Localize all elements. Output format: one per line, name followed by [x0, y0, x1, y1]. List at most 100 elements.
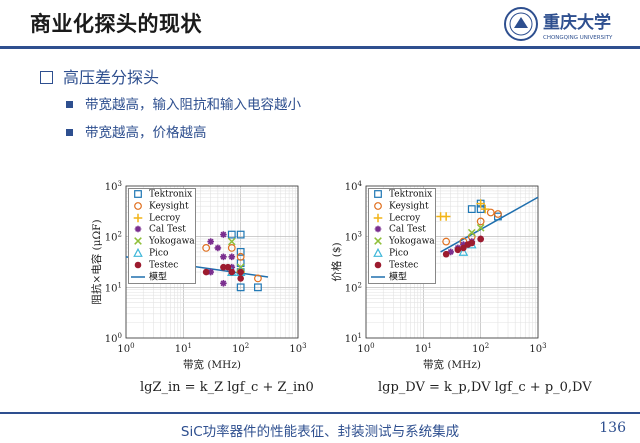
point-bullet-2: 带宽越高，价格越高 — [66, 121, 207, 141]
scatter-plot: 100 101 102 103 100 101 102 103 带宽 (MHz) 阻抗×电容 (μ… — [90, 180, 307, 371]
tick-label: 100 — [105, 332, 122, 345]
data-point — [494, 212, 502, 221]
legend-label: Testec — [149, 260, 179, 271]
legend-swatch — [133, 247, 143, 257]
data-point — [442, 250, 450, 258]
legend-item: Tektronix — [369, 189, 435, 201]
legend-label: Lecroy — [149, 213, 181, 224]
data-point — [214, 244, 222, 252]
data-point — [477, 235, 484, 243]
legend-swatch — [374, 261, 382, 269]
legend-item: Cal Test — [129, 224, 195, 236]
tick-label: 102 — [232, 342, 249, 355]
legend-item: Tektronix — [129, 189, 195, 201]
data-point — [476, 217, 485, 226]
legend-swatch — [134, 226, 142, 233]
legend-label: Cal Test — [149, 224, 186, 235]
data-point — [236, 252, 245, 261]
page-number: 136 — [599, 420, 626, 436]
plot-frame — [365, 185, 539, 339]
legend-label: Pico — [149, 248, 169, 259]
chart-impedance: 100 101 102 103 100 101 102 103 带宽 (MHz) 阻抗×电容 (μ… — [88, 176, 308, 376]
data-point — [454, 246, 462, 254]
legend-swatch — [373, 247, 383, 257]
square-bullet-icon — [66, 129, 73, 136]
plot-frame — [125, 185, 299, 339]
legend-swatch — [134, 261, 142, 269]
legend-item: Keysight — [129, 201, 195, 213]
data-point — [467, 228, 476, 237]
legend-item: Testec — [369, 260, 435, 272]
heading-text: 高压差分探头 — [63, 68, 160, 87]
tick-label: 100 — [357, 342, 374, 355]
legend-swatch — [374, 201, 382, 210]
footer-divider — [0, 412, 640, 414]
logo-subtext: CHONGQING UNIVERSITY — [543, 35, 613, 41]
legend-marker — [374, 190, 382, 198]
data-point — [237, 275, 244, 282]
tick-label: 101 — [105, 281, 122, 294]
point-bullet-1: 带宽越高，输入阻抗和输入电容越小 — [66, 93, 301, 113]
data-point — [228, 268, 236, 276]
data-point — [458, 246, 469, 256]
legend-item: 模型 — [369, 272, 435, 284]
legend-marker — [134, 201, 142, 210]
data-point — [220, 253, 227, 261]
data-point — [494, 210, 502, 218]
data-point — [227, 237, 236, 246]
data-point — [228, 253, 236, 261]
tick-label: 102 — [472, 342, 489, 355]
legend-label: Pico — [389, 248, 409, 259]
legend: Tektronix Keysight Lecroy Cal Test Yokogawa P… — [368, 188, 436, 285]
data-point — [460, 244, 467, 252]
square-bullet-icon — [66, 101, 73, 108]
data-point — [202, 268, 210, 276]
legend-swatch — [371, 275, 385, 278]
legend-item: Lecroy — [129, 213, 195, 225]
tick-label: 101 — [415, 342, 432, 355]
logo-text: 重庆大学 — [543, 12, 611, 33]
legend-label: Yokogawa — [389, 236, 435, 247]
data-point — [460, 241, 467, 248]
data-point — [476, 199, 485, 208]
legend-swatch — [134, 237, 142, 246]
series-lecroy — [436, 199, 490, 221]
tick-label: 102 — [105, 231, 122, 244]
legend-item: Pico — [129, 247, 195, 260]
legend-marker — [374, 201, 382, 210]
data-point — [254, 283, 262, 292]
data-point — [237, 268, 244, 276]
point-text-2: 带宽越高，价格越高 — [85, 125, 207, 141]
data-point — [254, 274, 262, 283]
chart-price: 100 101 102 103 101 102 103 104 带宽 (MHz) 价格 ($) Te… — [328, 176, 548, 376]
legend-swatch — [131, 275, 145, 278]
point-text-1: 带宽越高，输入阻抗和输入电容越小 — [85, 97, 301, 113]
legend-marker — [134, 237, 142, 246]
legend-item: Lecroy — [369, 213, 435, 225]
series-testec — [442, 235, 484, 258]
legend-item: Pico — [369, 247, 435, 260]
data-point — [236, 230, 245, 239]
slide-title: 商业化探头的现状 — [30, 12, 202, 36]
data-point — [227, 244, 236, 252]
data-point — [480, 204, 490, 214]
data-point — [441, 212, 451, 221]
legend-label: Testec — [389, 260, 419, 271]
y-axis-label: 价格 ($) — [330, 242, 343, 281]
series-yokogawa — [467, 223, 485, 237]
tick-label: 101 — [175, 342, 192, 355]
legend-item: 模型 — [129, 272, 195, 284]
tick-label: 103 — [529, 342, 546, 355]
data-point — [236, 248, 245, 256]
legend-swatch — [374, 190, 382, 198]
footer-title: SiC功率器件的性能表征、封装测试与系统集成 — [180, 424, 460, 440]
data-point — [476, 223, 485, 232]
data-point — [220, 231, 227, 238]
legend-marker — [133, 247, 143, 257]
series-testec — [202, 263, 244, 282]
legend-marker — [374, 237, 382, 246]
legend-swatch — [374, 226, 382, 233]
tick-label: 101 — [345, 332, 362, 345]
legend-label: Keysight — [389, 201, 429, 212]
